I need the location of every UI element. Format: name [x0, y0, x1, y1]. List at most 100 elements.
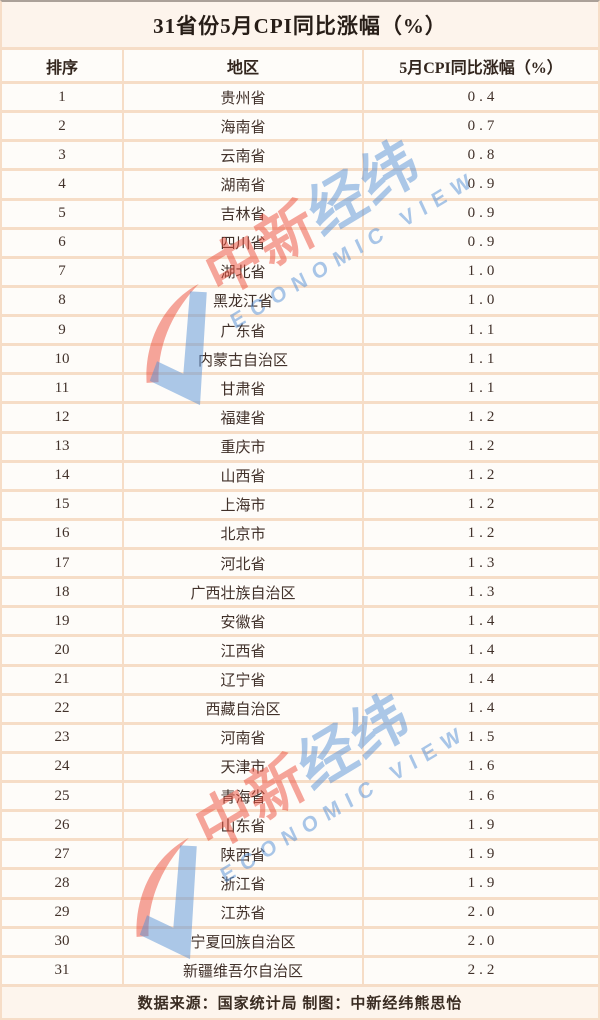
- value-cell: 0.8: [467, 146, 499, 163]
- rank-cell: 15: [2, 491, 124, 518]
- title-bar: 31省份5月CPI同比涨幅（%）: [2, 2, 598, 50]
- value-cell: 1.2: [467, 408, 499, 425]
- region-cell: 福建省: [124, 404, 364, 431]
- value-cell: 1.9: [467, 845, 499, 862]
- region-cell: 吉林省: [124, 200, 364, 227]
- value-cell: 1.5: [467, 729, 499, 746]
- region-cell: 浙江省: [124, 870, 364, 897]
- rank-cell: 10: [2, 346, 124, 373]
- rank-cell: 21: [2, 666, 124, 693]
- region-cell: 重庆市: [124, 433, 364, 460]
- table-row: 6 四川省 0.9: [2, 229, 598, 259]
- rank-cell: 8: [2, 287, 124, 314]
- value-cell: 1.1: [467, 379, 499, 396]
- value-cell: 1.4: [467, 612, 499, 629]
- region-cell: 黑龙江省: [124, 287, 364, 314]
- value-cell: 1.9: [467, 874, 499, 891]
- value-cell: 1.4: [467, 671, 499, 688]
- value-cell: 2.2: [467, 962, 499, 979]
- value-cell: 2.0: [467, 904, 499, 921]
- region-cell: 北京市: [124, 520, 364, 547]
- value-cell: 1.4: [467, 700, 499, 717]
- region-cell: 辽宁省: [124, 666, 364, 693]
- value-cell: 0.7: [467, 117, 499, 134]
- table-row: 21 辽宁省 1.4: [2, 666, 598, 696]
- table-row: 4 湖南省 0.9: [2, 171, 598, 201]
- region-cell: 河南省: [124, 724, 364, 751]
- rank-cell: 4: [2, 171, 124, 198]
- rank-cell: 18: [2, 579, 124, 606]
- region-cell: 江苏省: [124, 899, 364, 926]
- table-row: 26 山东省 1.9: [2, 812, 598, 842]
- table-row: 15 上海市 1.2: [2, 491, 598, 521]
- table-row: 2 海南省 0.7: [2, 113, 598, 143]
- value-cell: 1.6: [467, 758, 499, 775]
- region-cell: 云南省: [124, 142, 364, 169]
- table-row: 28 浙江省 1.9: [2, 870, 598, 900]
- table-row: 25 青海省 1.6: [2, 783, 598, 813]
- table-row: 13 重庆市 1.2: [2, 433, 598, 463]
- value-cell: 1.9: [467, 816, 499, 833]
- rank-cell: 22: [2, 695, 124, 722]
- table-row: 31 新疆维吾尔自治区 2.2: [2, 957, 598, 987]
- page-title: 31省份5月CPI同比涨幅（%）: [153, 13, 447, 38]
- region-cell: 海南省: [124, 113, 364, 140]
- rank-cell: 31: [2, 957, 124, 984]
- rank-cell: 6: [2, 229, 124, 256]
- region-cell: 青海省: [124, 783, 364, 810]
- value-cell: 0.9: [467, 234, 499, 251]
- region-cell: 湖北省: [124, 258, 364, 285]
- value-cell: 2.0: [467, 933, 499, 950]
- rank-cell: 7: [2, 258, 124, 285]
- rank-cell: 5: [2, 200, 124, 227]
- value-cell: 1.2: [467, 525, 499, 542]
- region-cell: 西藏自治区: [124, 695, 364, 722]
- rank-cell: 24: [2, 753, 124, 780]
- value-cell: 0.9: [467, 175, 499, 192]
- region-cell: 河北省: [124, 550, 364, 577]
- rank-cell: 1: [2, 84, 124, 111]
- region-cell: 广西壮族自治区: [124, 579, 364, 606]
- rank-cell: 19: [2, 608, 124, 635]
- value-cell: 1.1: [467, 350, 499, 367]
- table-row: 27 陕西省 1.9: [2, 841, 598, 871]
- rank-cell: 28: [2, 870, 124, 897]
- region-cell: 新疆维吾尔自治区: [124, 957, 364, 984]
- value-cell: 0.4: [467, 88, 499, 105]
- region-cell: 陕西省: [124, 841, 364, 868]
- value-cell: 1.0: [467, 263, 499, 280]
- region-cell: 安徽省: [124, 608, 364, 635]
- source-credit-text: 数据来源：国家统计局 制图：中新经纬熊思怡: [2, 986, 598, 1018]
- table-row: 29 江苏省 2.0: [2, 899, 598, 929]
- rank-cell: 2: [2, 113, 124, 140]
- value-cell: 1.6: [467, 787, 499, 804]
- value-cell: 1.3: [467, 554, 499, 571]
- table-row: 11 甘肃省 1.1: [2, 375, 598, 405]
- region-cell: 湖南省: [124, 171, 364, 198]
- value-cell: 1.2: [467, 467, 499, 484]
- table-row: 9 广东省 1.1: [2, 317, 598, 347]
- value-cell: 1.2: [467, 496, 499, 513]
- table-row: 17 河北省 1.3: [2, 550, 598, 580]
- rank-cell: 26: [2, 812, 124, 839]
- rank-cell: 16: [2, 520, 124, 547]
- region-cell: 广东省: [124, 317, 364, 344]
- table-row: 7 湖北省 1.0: [2, 258, 598, 288]
- rank-cell: 12: [2, 404, 124, 431]
- table-body: 1 贵州省 0.4 2 海南省 0.7 3 云南省 0.8 4 湖南省 0.9 5 吉林省 0.9 6 四川省 0…: [2, 84, 598, 987]
- rank-cell: 11: [2, 375, 124, 402]
- region-cell: 贵州省: [124, 84, 364, 111]
- rank-cell: 29: [2, 899, 124, 926]
- table-row: 12 福建省 1.2: [2, 404, 598, 434]
- table-row: 24 天津市 1.6: [2, 753, 598, 783]
- region-cell: 甘肃省: [124, 375, 364, 402]
- rank-cell: 3: [2, 142, 124, 169]
- rank-cell: 9: [2, 317, 124, 344]
- rank-cell: 27: [2, 841, 124, 868]
- table-row: 16 北京市 1.2: [2, 520, 598, 550]
- value-cell: 1.1: [467, 321, 499, 338]
- table-row: 22 西藏自治区 1.4: [2, 695, 598, 725]
- table-row: 23 河南省 1.5: [2, 724, 598, 754]
- table-row: 5 吉林省 0.9: [2, 200, 598, 230]
- region-cell: 江西省: [124, 637, 364, 664]
